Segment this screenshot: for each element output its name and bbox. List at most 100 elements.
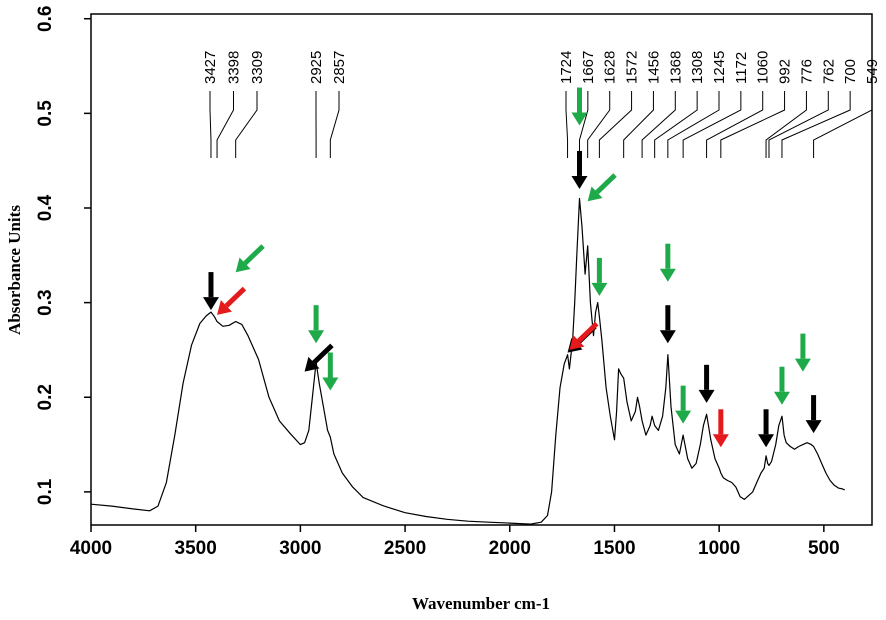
peak-leader-line xyxy=(813,91,873,158)
peak-label: 1456 xyxy=(645,51,662,84)
y-tick-label: 0.4 xyxy=(35,194,56,221)
peak-arrow xyxy=(591,257,608,296)
spectrum-series xyxy=(90,197,846,525)
peak-arrow-head xyxy=(659,330,676,344)
peak-label: 1724 xyxy=(558,51,575,84)
peak-label: 1667 xyxy=(580,51,597,84)
peak-arrow-head xyxy=(569,335,585,350)
peak-label: 1368 xyxy=(667,51,684,84)
peak-label: 3309 xyxy=(249,51,266,84)
peak-leader-line xyxy=(768,91,829,158)
y-axis-ticks: 0.1 0.2 0.3 0.4 0.5 0.6 xyxy=(35,6,91,505)
y-tick-label: 0.2 xyxy=(35,384,56,410)
peak-leader-line xyxy=(720,91,786,158)
peak-arrow-head xyxy=(675,410,692,424)
peak-arrow-head xyxy=(758,434,775,448)
plot-frame xyxy=(90,13,873,526)
peak-arrow xyxy=(569,321,599,350)
x-axis-ticks: 4000 3500 3000 2500 2000 1500 1000 500 xyxy=(70,525,840,559)
peak-arrow-shaft xyxy=(243,244,265,266)
x-tick-label: 3500 xyxy=(175,538,217,559)
peak-arrow-head xyxy=(571,112,588,126)
peak-arrow xyxy=(659,243,676,282)
peak-arrow xyxy=(805,395,822,434)
peak-arrow-shaft xyxy=(577,321,599,343)
peak-label: 762 xyxy=(820,59,837,84)
x-axis-label: Wavenumber cm-1 xyxy=(412,594,550,613)
x-tick-label: 4000 xyxy=(70,538,112,559)
peak-leader-line xyxy=(587,91,611,158)
peak-leader-line xyxy=(565,91,569,158)
peak-label: 1308 xyxy=(689,51,706,84)
x-tick-label: 2000 xyxy=(489,538,531,559)
peak-arrow xyxy=(308,305,325,344)
y-tick-label: 0.5 xyxy=(35,100,56,127)
peak-label: 776 xyxy=(798,59,815,84)
peak-arrow xyxy=(698,364,715,403)
peak-arrow-head xyxy=(304,356,320,372)
peak-leader-line xyxy=(329,91,340,158)
peak-label: 1572 xyxy=(624,51,641,84)
peak-arrow-head xyxy=(571,175,588,189)
peak-label: 1060 xyxy=(755,51,772,84)
peak-arrow-shaft xyxy=(595,173,617,195)
peak-label: 992 xyxy=(777,59,794,84)
peak-arrow-shaft xyxy=(312,343,334,365)
peak-leader-line xyxy=(209,91,212,158)
peak-arrow xyxy=(587,173,617,202)
peak-arrow-head xyxy=(698,389,715,403)
peak-arrow xyxy=(794,333,811,372)
peak-arrow xyxy=(571,150,588,189)
x-tick-label: 1500 xyxy=(593,538,635,559)
peak-arrow xyxy=(758,409,775,448)
peak-label: 1172 xyxy=(733,52,750,84)
x-tick-label: 3000 xyxy=(279,538,321,559)
peak-arrow-head xyxy=(235,257,251,273)
peak-arrow-head xyxy=(308,330,325,344)
peak-leader-line xyxy=(682,91,742,158)
peak-leader-line xyxy=(623,91,654,158)
peak-leader-lines xyxy=(209,91,873,158)
x-tick-label: 500 xyxy=(808,538,840,559)
y-axis-label: Absorbance Units xyxy=(5,205,24,335)
peak-leader-line xyxy=(654,91,698,158)
peak-arrow-head xyxy=(587,186,603,202)
peak-arrow-head xyxy=(217,300,232,315)
peak-arrow xyxy=(235,244,265,273)
peak-arrow xyxy=(659,305,676,344)
x-tick-label: 2500 xyxy=(384,538,426,559)
peak-label: 700 xyxy=(842,59,859,84)
peak-label: 549 xyxy=(864,59,881,84)
peak-leader-line xyxy=(598,91,633,158)
peak-arrow xyxy=(217,286,247,315)
peak-leader-line xyxy=(667,91,720,158)
peak-arrow xyxy=(571,87,588,126)
peak-arrow-head xyxy=(805,420,822,434)
peak-arrows xyxy=(202,87,822,448)
peak-label: 2857 xyxy=(331,51,348,84)
spectrum-line xyxy=(90,197,846,525)
y-tick-label: 0.1 xyxy=(35,478,56,505)
peak-leader-line xyxy=(765,91,807,158)
peak-label: 3427 xyxy=(202,51,219,84)
peak-label: 2925 xyxy=(308,51,325,84)
peak-arrow xyxy=(202,272,219,311)
x-tick-label: 1000 xyxy=(698,538,740,559)
y-tick-label: 0.3 xyxy=(35,289,56,315)
peak-leader-line xyxy=(235,91,258,158)
peak-leader-line xyxy=(216,91,234,158)
peak-arrow-head xyxy=(322,377,339,391)
peak-arrow xyxy=(322,352,339,391)
peak-arrow xyxy=(773,366,790,405)
peak-arrow-head xyxy=(591,282,608,296)
y-tick-label: 0.6 xyxy=(35,6,56,32)
peak-leader-line xyxy=(706,91,764,158)
peak-labels: 3427 3398 3309 2925 2857 1724 1667 1628 1572 1456… xyxy=(202,51,881,84)
peak-arrow xyxy=(304,343,334,372)
peak-label: 1628 xyxy=(602,51,619,84)
peak-label: 3398 xyxy=(226,51,243,84)
peak-leader-line xyxy=(641,91,676,158)
peak-arrow-head xyxy=(794,358,811,372)
peak-arrow-head xyxy=(712,434,729,448)
